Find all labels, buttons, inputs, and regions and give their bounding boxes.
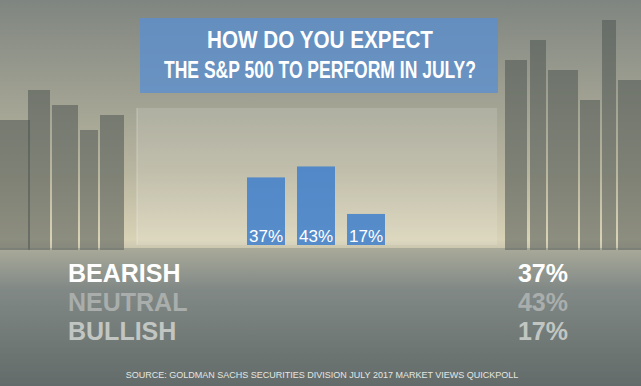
page: {"chart_data": {"type": "bar", "title": … — [0, 0, 641, 386]
skyline — [580, 100, 600, 250]
data-label: 17% — [349, 227, 383, 246]
bar — [347, 214, 385, 245]
legend-label: BULLISH — [68, 317, 176, 345]
skyline — [0, 120, 30, 250]
title-box — [140, 18, 498, 93]
legend-label: BEARISH — [68, 259, 181, 287]
water — [0, 248, 641, 386]
data-label: 43% — [299, 227, 333, 246]
chart: HOW DO YOU EXPECT THE S&P 500 TO PERFORM … — [0, 0, 641, 386]
legend-label: NEUTRAL — [68, 288, 187, 316]
skyline — [80, 130, 98, 250]
title: HOW DO YOU EXPECT — [207, 27, 433, 53]
skyline — [530, 40, 546, 250]
skyline — [602, 20, 616, 250]
source: SOURCE: GOLDMAN SACHS SECURITIES DIVISIO… — [126, 370, 519, 380]
legend-value: 17% — [518, 317, 568, 345]
skyline — [548, 70, 578, 250]
skyline — [28, 90, 50, 250]
skyline — [618, 80, 641, 250]
y-axis — [137, 108, 138, 245]
bar — [297, 166, 335, 245]
title: THE S&P 500 TO PERFORM IN JULY? — [164, 57, 476, 83]
background — [0, 0, 641, 386]
bars — [247, 166, 385, 245]
skyline — [100, 115, 124, 250]
legend-value: 43% — [518, 288, 568, 316]
bar — [247, 177, 285, 245]
legend-value: 37% — [518, 259, 568, 287]
plot-frame — [137, 108, 497, 245]
skyline — [52, 105, 78, 250]
data-label: 37% — [249, 227, 283, 246]
skyline — [505, 60, 527, 250]
